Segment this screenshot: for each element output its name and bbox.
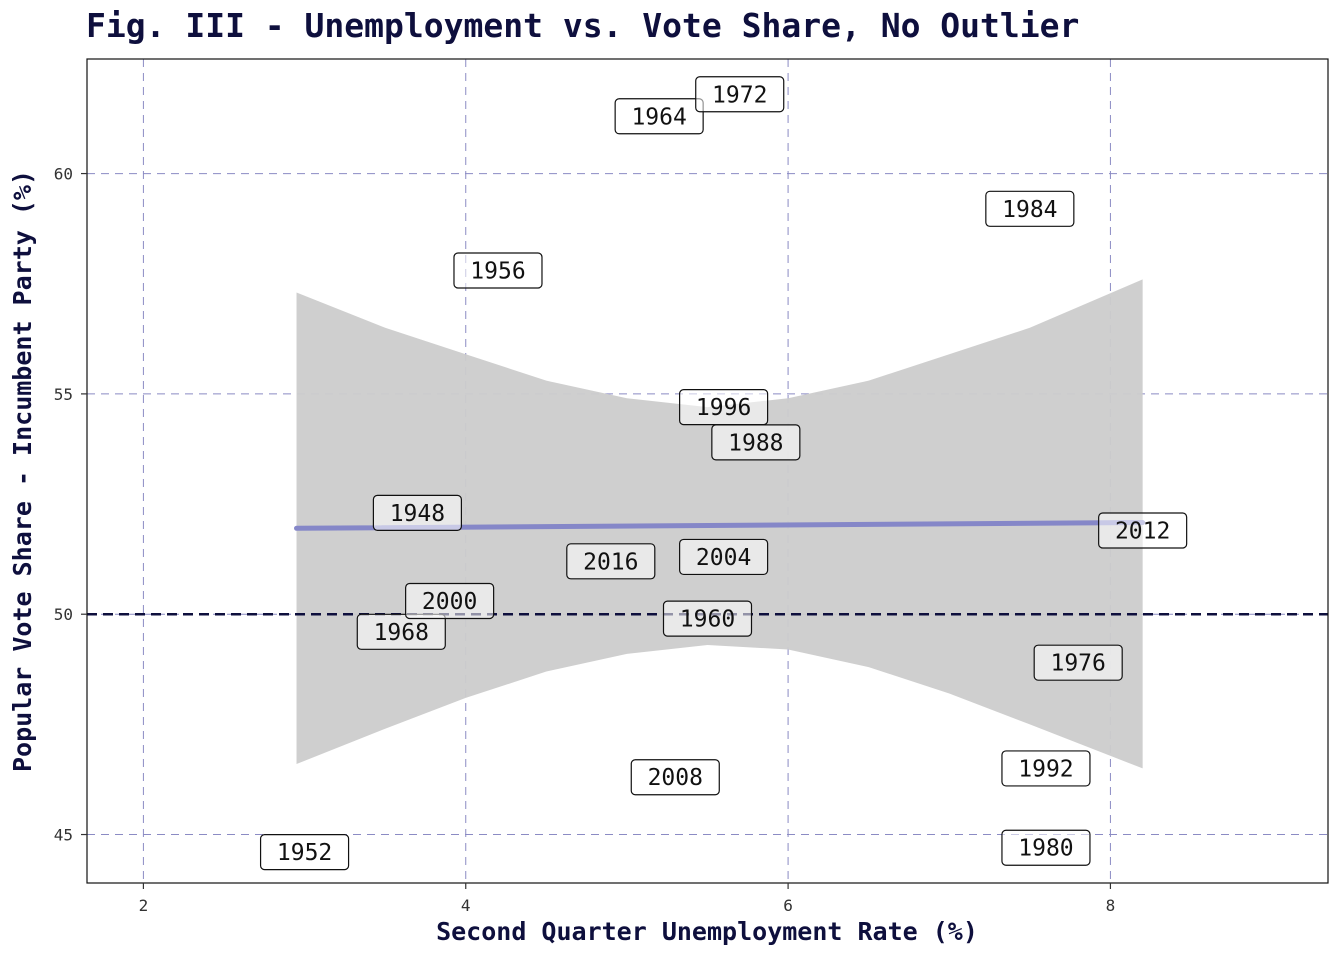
y-axis-title: Popular Vote Share - Incumbent Party (%)	[8, 170, 37, 772]
point-label-box	[1033, 644, 1123, 681]
x-tick-label: 2	[139, 896, 149, 915]
point-label-text: 1980	[1018, 836, 1073, 862]
y-tick-label: 55	[54, 385, 73, 404]
point-label: 2000	[405, 582, 495, 620]
x-axis-title: Second Quarter Unemployment Rate (%)	[436, 917, 978, 946]
point-label-text: 1968	[374, 620, 429, 646]
point-label: 2008	[630, 759, 720, 796]
point-label-box	[695, 76, 785, 113]
plot-panel-border	[86, 58, 1329, 884]
point-label-box	[259, 834, 350, 871]
y-tick-label: 50	[54, 605, 73, 624]
point-label-text: 1984	[1002, 197, 1057, 223]
point-label-text: 1964	[631, 104, 686, 130]
point-label-text: 1972	[712, 82, 767, 108]
point-label-box	[453, 252, 543, 289]
x-tick-label: 6	[783, 896, 793, 915]
point-label: 1952	[259, 834, 350, 871]
point-label: 2004	[679, 538, 769, 576]
point-label-box	[614, 98, 704, 135]
point-label: 2016	[566, 543, 656, 580]
point-label-box	[1001, 750, 1091, 787]
point-label-text: 1960	[680, 607, 735, 633]
point-label-box	[372, 494, 462, 531]
point-label: 1980	[1001, 829, 1091, 866]
point-labels-layer: 1948 1952 1956 1960 1964 1968 1972 1976 1980 1984…	[259, 76, 1188, 871]
point-label-box	[985, 190, 1075, 227]
y-tick-label: 45	[54, 826, 73, 845]
point-label-text: 1992	[1018, 756, 1073, 782]
point-label-box	[356, 613, 446, 650]
point-label: 1964	[614, 98, 704, 135]
point-label: 1956	[453, 252, 543, 289]
point-label-box	[662, 600, 753, 637]
point-label-text: 1996	[696, 395, 751, 421]
point-label-text: 1988	[728, 430, 783, 456]
point-label-box	[1098, 512, 1188, 549]
point-label-box	[405, 582, 495, 620]
point-label: 2012	[1098, 512, 1188, 549]
point-label: 1948	[372, 494, 462, 531]
point-label-box	[1001, 829, 1091, 866]
point-label: 1960	[662, 600, 753, 637]
x-tick-label: 8	[1106, 896, 1116, 915]
point-label-text: 1956	[470, 259, 525, 285]
point-label-text: 2000	[422, 589, 477, 615]
point-label-box	[630, 759, 720, 796]
point-label: 1976	[1033, 644, 1123, 681]
point-label: 1968	[356, 613, 446, 650]
point-label: 1988	[711, 424, 801, 461]
point-label-text: 1976	[1050, 651, 1105, 677]
point-label-text: 1948	[390, 501, 445, 527]
point-label-text: 2004	[696, 545, 751, 571]
point-label: 1992	[1001, 750, 1091, 787]
chart-title: Fig. III - Unemployment vs. Vote Share, …	[86, 6, 1079, 45]
point-label: 1984	[985, 190, 1075, 227]
axis-ticks: 2 4 6 8 45 50 55 60	[54, 165, 1116, 915]
point-label-text: 2016	[583, 549, 638, 575]
point-label: 1996	[679, 389, 769, 426]
point-label-text: 1952	[277, 840, 332, 866]
point-label: 1972	[695, 76, 785, 113]
point-label-box	[566, 543, 656, 580]
point-label-text: 2012	[1115, 518, 1170, 544]
point-label-box	[679, 538, 769, 576]
y-tick-label: 60	[54, 165, 73, 184]
x-tick-label: 4	[461, 896, 471, 915]
point-label-box	[679, 389, 769, 426]
point-label-text: 2008	[648, 765, 703, 791]
